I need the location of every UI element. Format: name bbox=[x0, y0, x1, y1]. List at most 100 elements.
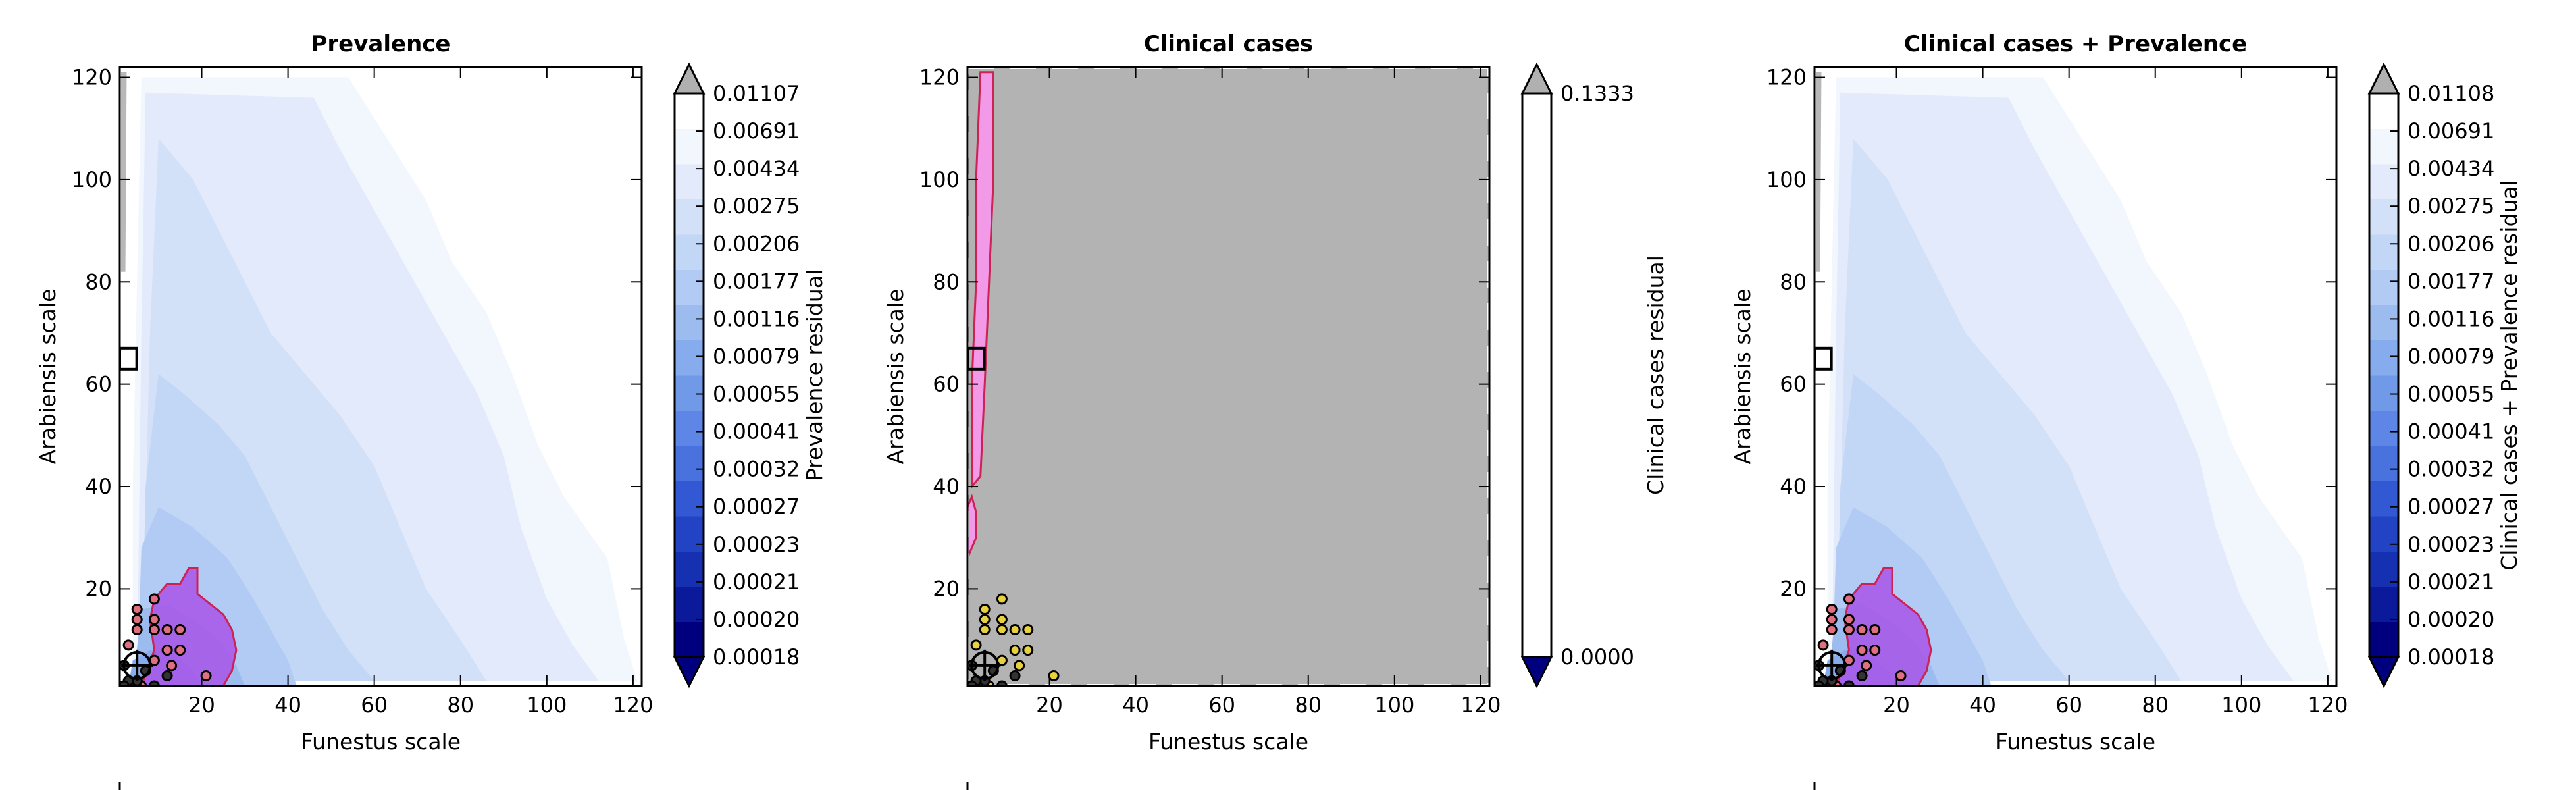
sample-point bbox=[1869, 624, 1881, 636]
sample-point bbox=[131, 614, 143, 625]
x-axis-label: Funestus scale bbox=[301, 729, 461, 754]
colorbar-tick-label: 0.00275 bbox=[713, 194, 800, 219]
sample-point bbox=[1856, 645, 1868, 656]
colorbar-tick-label: 0.00041 bbox=[2408, 419, 2494, 444]
plot-area bbox=[967, 67, 1489, 686]
colorbar-band bbox=[675, 93, 704, 129]
colorbar-label: Clinical cases + Prevalence residual bbox=[2496, 180, 2522, 570]
colorbar-tick-label: 0.00032 bbox=[713, 457, 800, 482]
colorbar-band bbox=[675, 199, 704, 235]
good-fit-region bbox=[967, 494, 977, 559]
x-axis-label: Funestus scale bbox=[1148, 729, 1308, 754]
colorbar-band bbox=[675, 269, 704, 305]
y-tick-label: 60 bbox=[933, 372, 960, 397]
colorbar-band bbox=[2369, 199, 2398, 235]
colorbar-band bbox=[2369, 587, 2398, 622]
sample-point bbox=[996, 614, 1008, 625]
colorbar-tick-label: 0.00116 bbox=[713, 306, 800, 331]
sample-point bbox=[1856, 670, 1868, 681]
colorbar-band bbox=[2369, 621, 2398, 658]
colorbar-tick-label: 0.00023 bbox=[2408, 532, 2494, 557]
sample-point bbox=[161, 645, 173, 656]
colorbar-tick-label: 0.00206 bbox=[713, 231, 800, 256]
colorbar-band bbox=[675, 516, 704, 552]
sample-point bbox=[1843, 680, 1855, 686]
x-tick-label: 60 bbox=[361, 693, 388, 718]
chart-panel-2: 20 40 60 80 100 120 20 40 60 80 100 120 Clinical cas… bbox=[883, 31, 1668, 790]
y-axis-label: Arabiensis scale bbox=[883, 289, 908, 465]
x-tick-label: 80 bbox=[1295, 693, 1322, 718]
colorbar-tick-label: 0.00055 bbox=[713, 382, 800, 407]
reference-box bbox=[1815, 346, 1833, 371]
x-tick-label: 120 bbox=[1460, 693, 1501, 718]
colorbar-tick-label: 0.0000 bbox=[1560, 645, 1634, 670]
colorbar-band bbox=[2369, 446, 2398, 481]
x-axis-label: Funestus scale bbox=[1996, 729, 2155, 754]
sample-point bbox=[1843, 614, 1855, 625]
colorbar-band bbox=[1522, 93, 1551, 658]
colorbar-band bbox=[2369, 516, 2398, 552]
colorbar-tick-label: 0.00177 bbox=[2408, 269, 2494, 294]
reference-box bbox=[120, 346, 138, 371]
colorbar-tick-label: 0.00275 bbox=[2408, 194, 2494, 219]
colorbar-tick-label: 0.00116 bbox=[2408, 306, 2494, 331]
colorbar-band bbox=[675, 305, 704, 340]
colorbar-band bbox=[675, 375, 704, 411]
colorbar-tick-label: 0.00032 bbox=[2408, 457, 2494, 482]
sample-point bbox=[996, 593, 1008, 605]
chart-panel-1: 20 40 60 80 100 120 20 40 60 80 100 120 Prevalence Fu… bbox=[35, 31, 827, 790]
colorbar-frame bbox=[2368, 92, 2400, 658]
sample-point bbox=[1826, 603, 1838, 615]
chart-title: Clinical cases bbox=[1144, 31, 1313, 57]
colorbar-tick-label: 0.00434 bbox=[713, 156, 800, 181]
x-tick-label: 60 bbox=[1208, 693, 1235, 718]
x-tick-label: 40 bbox=[1122, 693, 1149, 718]
colorbar-band bbox=[2369, 340, 2398, 376]
x-tick-label: 120 bbox=[613, 693, 653, 718]
sample-point bbox=[970, 639, 982, 651]
x-tick-label: 60 bbox=[2055, 693, 2082, 718]
x-tick-label: 20 bbox=[1036, 693, 1063, 718]
colorbar-extend-low bbox=[2367, 656, 2400, 689]
sample-point bbox=[1009, 624, 1021, 636]
colorbar-tick-label: 0.00691 bbox=[713, 118, 800, 144]
sample-point bbox=[148, 593, 160, 605]
colorbar-tick-label: 0.00020 bbox=[713, 607, 800, 632]
colorbar-frame bbox=[1521, 92, 1553, 658]
contour-band bbox=[1815, 72, 1822, 272]
sample-point bbox=[1843, 593, 1855, 605]
colorbar-band bbox=[675, 410, 704, 446]
x-tick-label: 80 bbox=[447, 693, 474, 718]
sample-point bbox=[1826, 614, 1838, 625]
colorbar-band bbox=[675, 587, 704, 622]
sample-point bbox=[1048, 670, 1060, 681]
y-tick-label: 120 bbox=[1766, 65, 1807, 90]
x-tick-label: 100 bbox=[527, 693, 567, 718]
colorbar-band bbox=[2369, 305, 2398, 340]
colorbar-band bbox=[675, 234, 704, 270]
colorbar-tick-label: 0.00018 bbox=[713, 645, 800, 670]
colorbar-tick-label: 0.00206 bbox=[2408, 231, 2494, 256]
reference-box bbox=[967, 346, 986, 371]
colorbar-band bbox=[675, 551, 704, 587]
colorbar-band bbox=[675, 446, 704, 481]
x-tick-label: 20 bbox=[1883, 693, 1910, 718]
sample-point bbox=[1826, 624, 1838, 636]
sample-point bbox=[148, 624, 160, 636]
y-tick-label: 80 bbox=[85, 269, 112, 294]
y-axis-label: Arabiensis scale bbox=[1730, 289, 1755, 465]
y-tick-label: 120 bbox=[919, 65, 960, 90]
colorbar-band bbox=[2369, 128, 2398, 165]
colorbar-band bbox=[2369, 375, 2398, 411]
sample-point bbox=[131, 603, 143, 615]
colorbar-tick-label: 0.1333 bbox=[1560, 81, 1634, 106]
y-tick-label: 60 bbox=[85, 372, 112, 397]
x-tick-label: 40 bbox=[274, 693, 301, 718]
sample-point bbox=[1856, 624, 1868, 636]
y-axis-label: Arabiensis scale bbox=[35, 289, 61, 465]
colorbar-tick-label: 0.01107 bbox=[713, 81, 800, 106]
chart-panel-3: 20 40 60 80 100 120 20 40 60 80 100 120 Clinical cas… bbox=[1730, 31, 2522, 790]
y-tick-label: 120 bbox=[72, 65, 112, 90]
colorbar-tick-label: 0.01108 bbox=[2408, 81, 2494, 106]
sample-point bbox=[1009, 645, 1021, 656]
